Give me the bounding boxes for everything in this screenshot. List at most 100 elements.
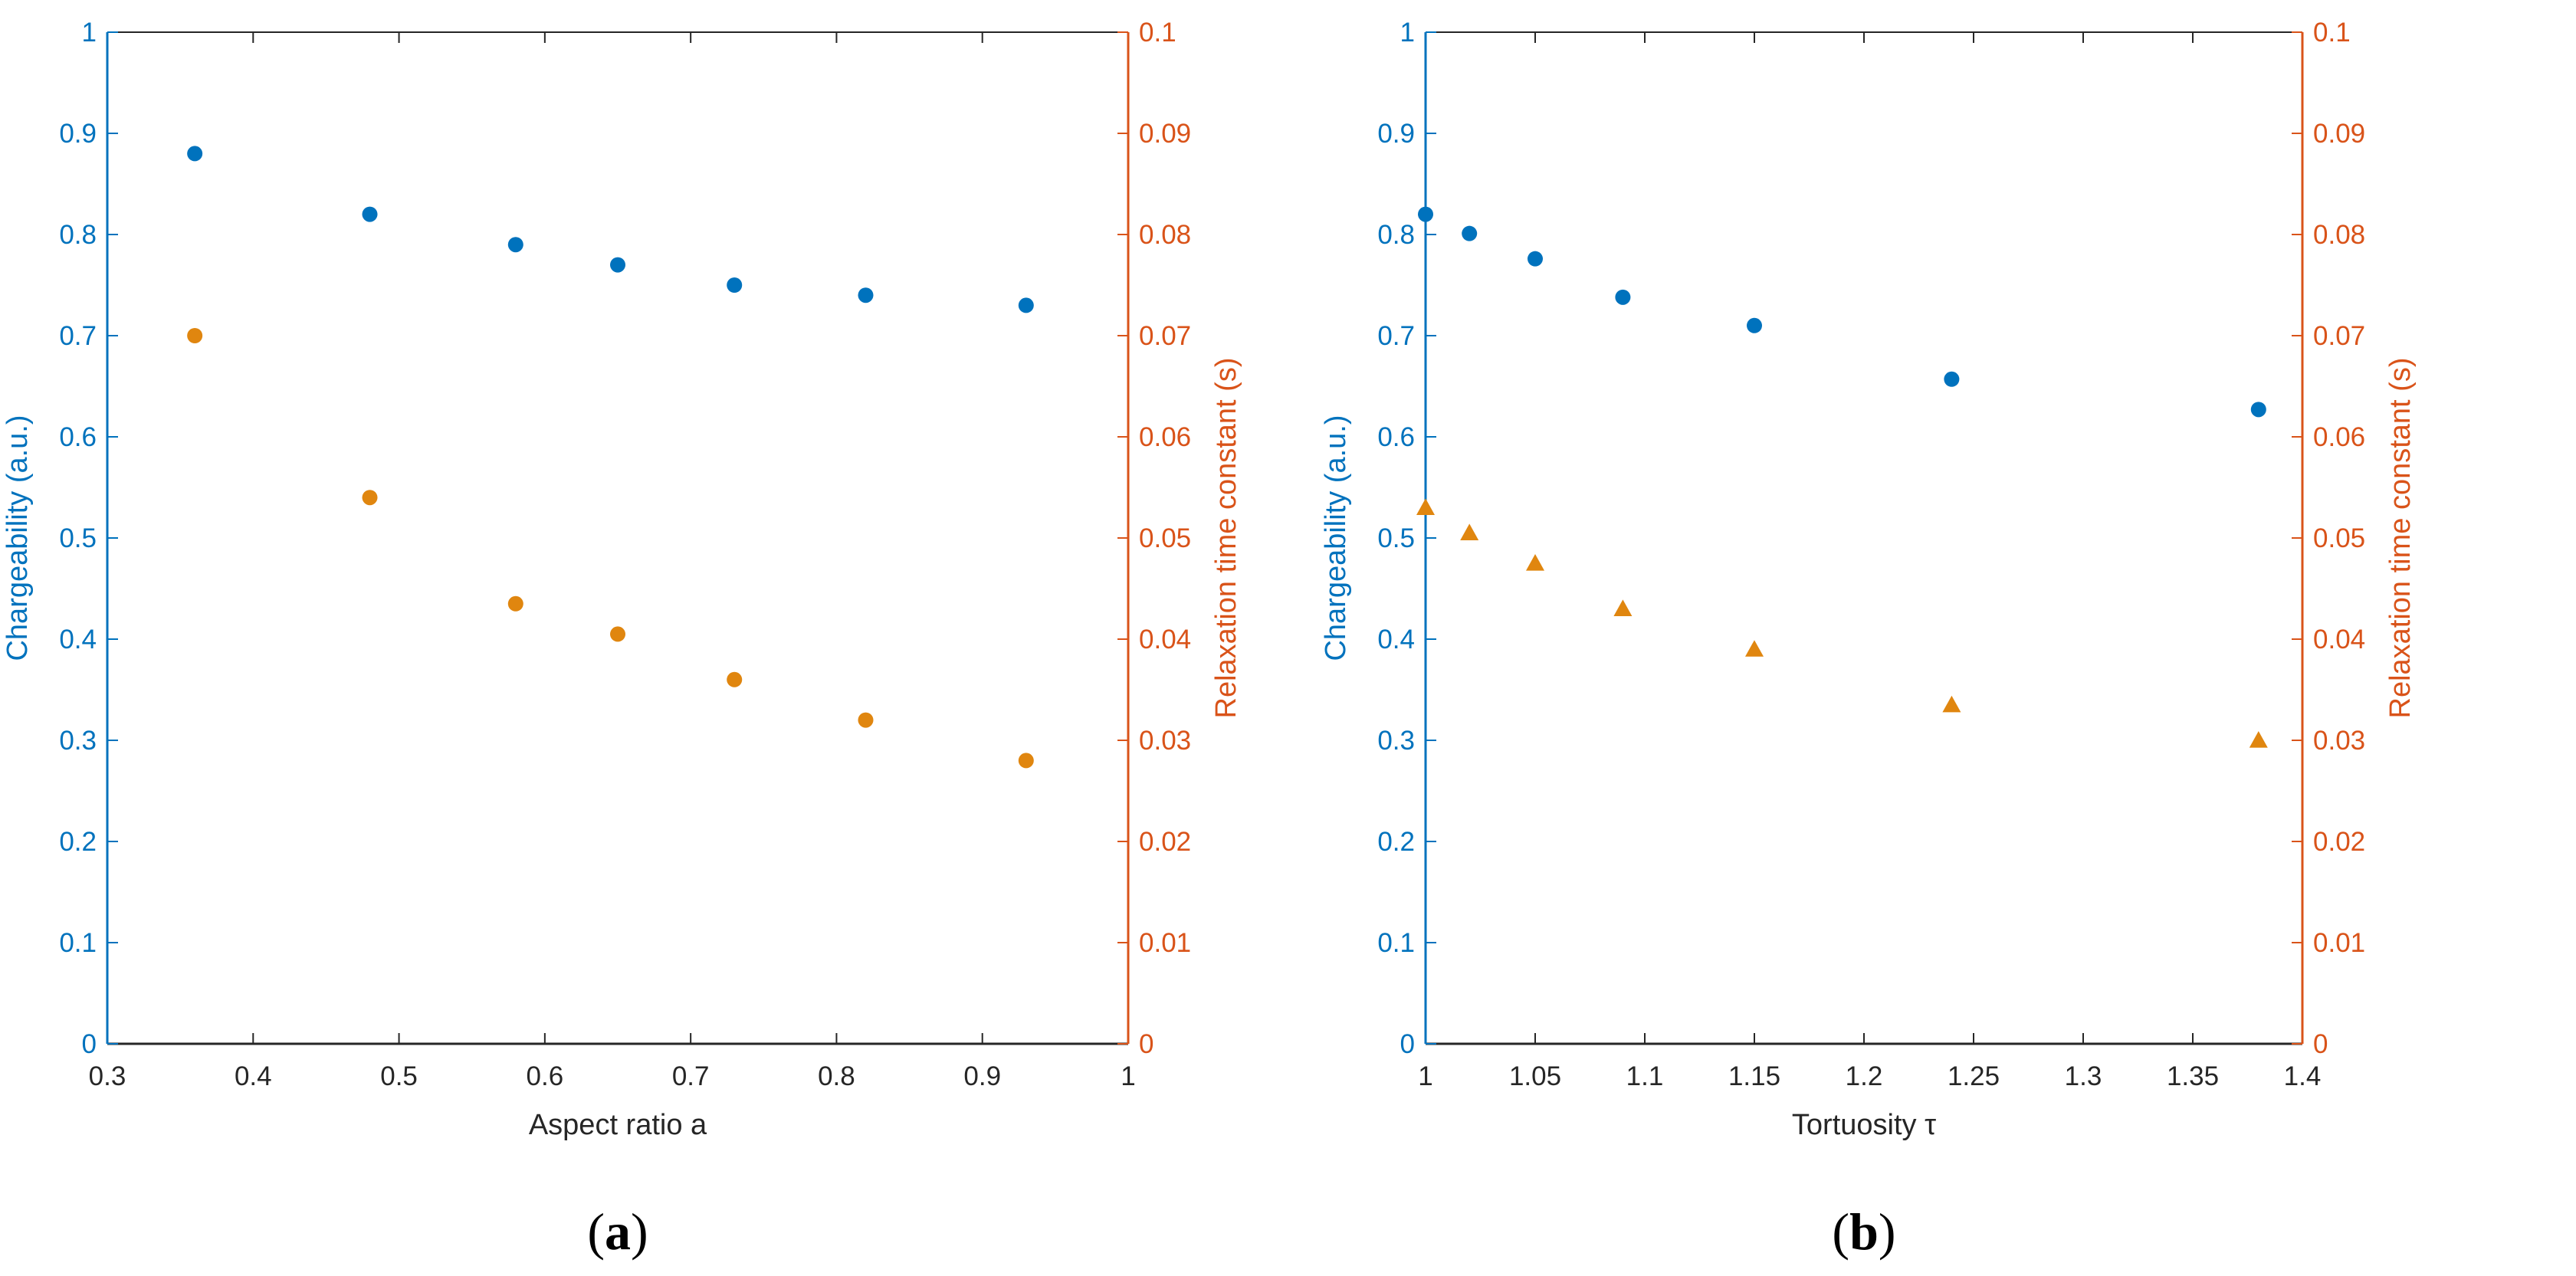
y-left-tick-label: 0.2	[1377, 827, 1415, 857]
panel-label-letter: b	[1849, 1202, 1879, 1261]
x-tick-label: 1.3	[2065, 1061, 2102, 1091]
y-right-tick-label: 0.02	[2313, 827, 2365, 857]
y-right-tick-label: 0.05	[2313, 523, 2365, 553]
relaxation-point	[1942, 695, 1961, 713]
y-right-tick-label: 0.08	[2313, 220, 2365, 250]
relaxation-point	[187, 328, 203, 343]
x-tick-label: 0.6	[527, 1061, 564, 1091]
panel-label: (b)	[1832, 1202, 1895, 1261]
y-right-tick-label: 0.07	[2313, 321, 2365, 351]
y-left-tick-label: 0	[1400, 1029, 1415, 1059]
panel-label-close: )	[1879, 1202, 1896, 1261]
relaxation-point	[1526, 554, 1544, 571]
x-tick-label: 0.9	[963, 1061, 1001, 1091]
x-tick-label: 0.7	[672, 1061, 710, 1091]
relaxation-point	[2249, 731, 2268, 748]
y-left-tick-label: 0.7	[1377, 321, 1415, 351]
y-left-tick-label: 1	[1400, 18, 1415, 48]
y-right-tick-label: 0.09	[1139, 119, 1191, 149]
relaxation-point	[1018, 753, 1034, 769]
chargeability-point	[1018, 297, 1034, 313]
y-left-tick-label: 0.2	[59, 827, 97, 857]
chargeability-point	[1418, 206, 1433, 222]
y-left-tick-label: 0.7	[59, 321, 97, 351]
chargeability-point	[1944, 371, 1960, 387]
y-left-tick-label: 0.9	[59, 119, 97, 149]
relaxation-point	[610, 626, 625, 642]
y-right-tick-label: 0.02	[1139, 827, 1191, 857]
y-right-tick-label: 0.1	[1139, 18, 1176, 48]
y-left-tick-label: 0.1	[59, 928, 97, 958]
chargeability-point	[610, 257, 625, 273]
y-left-tick-label: 1	[82, 18, 97, 48]
relaxation-point	[1745, 640, 1764, 657]
chargeability-point	[858, 287, 874, 303]
relaxation-point	[1613, 599, 1633, 616]
x-tick-label: 1.2	[1846, 1061, 1883, 1091]
panel-label-open: (	[587, 1202, 605, 1261]
chargeability-point	[362, 206, 378, 222]
panel-label-close: )	[631, 1202, 648, 1261]
chargeability-point	[507, 237, 523, 253]
y-left-tick-label: 0.5	[59, 523, 97, 553]
relaxation-point	[362, 490, 378, 506]
y-left-tick-label: 0.3	[59, 726, 97, 756]
relaxation-point	[727, 671, 743, 687]
panel-label: (a)	[587, 1202, 648, 1261]
y-right-axis-label: Relaxation time constant (s)	[2384, 358, 2417, 719]
y-right-tick-label: 0.04	[2313, 625, 2365, 654]
y-left-tick-label: 0.9	[1377, 119, 1415, 149]
x-tick-label: 1	[1418, 1061, 1432, 1091]
y-right-tick-label: 0.1	[2313, 18, 2351, 48]
y-right-tick-label: 0.06	[2313, 422, 2365, 452]
y-left-tick-label: 0.8	[1377, 220, 1415, 250]
x-tick-label: 1.1	[1626, 1061, 1664, 1091]
x-tick-label: 1.25	[1948, 1061, 2000, 1091]
chart-panel-a: 0.3 0.4 0.5 0.6 0.7 0.8 0.9 1 Aspect ratio a 0 0.1…	[2, 18, 1242, 1261]
x-tick-label: 1.15	[1728, 1061, 1780, 1091]
y-right-tick-label: 0.09	[2313, 119, 2365, 149]
y-right-tick-label: 0.01	[1139, 928, 1191, 958]
y-left-tick-label: 0.4	[59, 625, 97, 654]
y-right-tick-label: 0.07	[1139, 321, 1191, 351]
y-left-tick-label: 0.5	[1377, 523, 1415, 553]
y-left-tick-label: 0.6	[59, 422, 97, 452]
y-right-tick-label: 0.08	[1139, 220, 1191, 250]
chart-panel-b: 1 1.05 1.1 1.15 1.2 1.25 1.3 1.35 1.4 Tortuosity …	[1320, 18, 2417, 1261]
y-left-tick-label: 0	[82, 1029, 97, 1059]
y-left-tick-label: 0.4	[1377, 625, 1415, 654]
chargeability-point	[2250, 402, 2266, 418]
y-right-axis-label: Relaxation time constant (s)	[1210, 358, 1242, 719]
relaxation-point	[507, 595, 523, 612]
y-left-tick-label: 0.6	[1377, 422, 1415, 452]
x-tick-label: 1.35	[2167, 1061, 2219, 1091]
y-right-tick-label: 0.01	[2313, 928, 2365, 958]
chargeability-point	[727, 277, 743, 293]
y-left-axis-label: Chargeability (a.u.)	[2, 415, 34, 661]
x-tick-label: 0.4	[235, 1061, 272, 1091]
panel-label-open: (	[1832, 1202, 1849, 1261]
x-axis-label: Tortuosity τ	[1792, 1109, 1936, 1141]
y-right-tick-label: 0	[2313, 1029, 2328, 1059]
panel-label-letter: a	[605, 1202, 631, 1261]
y-right-tick-label: 0.03	[2313, 726, 2365, 756]
relaxation-point	[858, 712, 874, 728]
chargeability-point	[187, 146, 203, 162]
y-right-tick-label: 0.03	[1139, 726, 1191, 756]
x-tick-label: 1	[1121, 1061, 1135, 1091]
y-right-tick-label: 0.04	[1139, 625, 1191, 654]
relaxation-point	[1460, 523, 1479, 540]
relaxation-point	[1416, 498, 1435, 515]
x-tick-label: 0.5	[380, 1061, 418, 1091]
x-tick-label: 0.8	[818, 1061, 855, 1091]
y-left-tick-label: 0.1	[1377, 928, 1415, 958]
x-tick-label: 0.3	[89, 1061, 126, 1091]
y-right-tick-label: 0.05	[1139, 523, 1191, 553]
x-tick-label: 1.05	[1509, 1061, 1561, 1091]
chargeability-point	[1615, 289, 1631, 305]
x-tick-label: 1.4	[2284, 1061, 2322, 1091]
x-axis-label: Aspect ratio a	[529, 1109, 707, 1141]
chargeability-point	[1747, 317, 1762, 333]
chargeability-point	[1462, 225, 1478, 241]
